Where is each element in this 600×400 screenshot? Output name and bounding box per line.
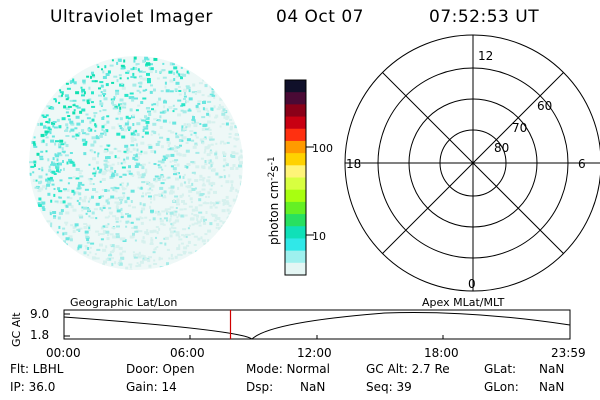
- mode-status: Mode: Normal: [246, 362, 330, 376]
- colorbar-segment: [285, 92, 306, 105]
- glat-value: NaN: [539, 362, 565, 376]
- colorbar: [285, 80, 306, 276]
- ip-status: IP: 36.0: [10, 380, 56, 394]
- colorbar-segment: [285, 250, 306, 264]
- timeline-frame: [63, 309, 571, 340]
- colorbar-tick-10: 10: [312, 230, 326, 243]
- instrument-title: Ultraviolet Imager: [50, 7, 213, 27]
- colorbar-segment: [285, 177, 306, 191]
- colorbar-segment: [285, 116, 306, 130]
- colorbar-segment: [285, 140, 306, 154]
- dsp-value: NaN: [300, 380, 326, 394]
- colorbar-segment: [285, 262, 306, 276]
- xtick-0600: 06:00: [170, 346, 205, 360]
- glat-label: GLat:: [484, 362, 517, 376]
- mlt-label-12: 12: [478, 49, 493, 63]
- colorbar-tick-100: 100: [312, 142, 333, 155]
- colorbar-segment: [285, 104, 306, 118]
- polar-grid: [344, 34, 600, 292]
- lat-label-80: 80: [494, 141, 509, 155]
- colorbar-segment: [285, 238, 306, 252]
- time-label: 07:52:53 UT: [429, 7, 540, 27]
- timeline-ytick-min: 1.8: [30, 328, 49, 342]
- mlt-label-18: 18: [346, 157, 361, 171]
- orbit-altitude-curve: [63, 312, 571, 340]
- filter-status: Flt: LBHL: [10, 362, 64, 376]
- colorbar-segment: [285, 153, 306, 166]
- lat-label-70: 70: [512, 121, 527, 135]
- gain-status: Gain: 14: [126, 380, 177, 394]
- xtick-0000: 00:00: [46, 346, 81, 360]
- timeline-left-title: Geographic Lat/Lon: [70, 296, 177, 309]
- timeline-ytick-max: 9.0: [30, 307, 49, 321]
- colorbar-segment: [285, 165, 306, 179]
- xtick-2359: 23:59: [551, 346, 586, 360]
- date-label: 04 Oct 07: [276, 7, 364, 27]
- mlt-label-6: 6: [578, 157, 586, 171]
- seq-status: Seq: 39: [366, 380, 412, 394]
- lat-label-60: 60: [537, 99, 552, 113]
- xtick-1200: 12:00: [297, 346, 332, 360]
- colorbar-segment: [285, 80, 306, 93]
- glon-label: GLon:: [484, 380, 519, 394]
- colorbar-segment: [285, 214, 306, 227]
- colorbar-segment: [285, 201, 306, 215]
- colorbar-segment: [285, 128, 306, 142]
- colorbar-label: photon cm-2s-1: [267, 156, 281, 245]
- mlt-label-0: 0: [468, 277, 476, 291]
- xtick-1800: 18:00: [424, 346, 459, 360]
- timeline-xticks-marks: [189, 335, 444, 339]
- colorbar-segment: [285, 189, 306, 203]
- colorbar-frame: [284, 79, 307, 276]
- door-status: Door: Open: [126, 362, 195, 376]
- dsp-label: Dsp:: [246, 380, 274, 394]
- colorbar-segment: [285, 226, 306, 240]
- gc-alt-status: GC Alt: 2.7 Re: [366, 362, 450, 376]
- glon-value: NaN: [539, 380, 565, 394]
- timeline-right-title: Apex MLat/MLT: [422, 296, 505, 309]
- timeline-ylabel: GC Alt: [10, 312, 23, 347]
- uv-image: [29, 56, 243, 270]
